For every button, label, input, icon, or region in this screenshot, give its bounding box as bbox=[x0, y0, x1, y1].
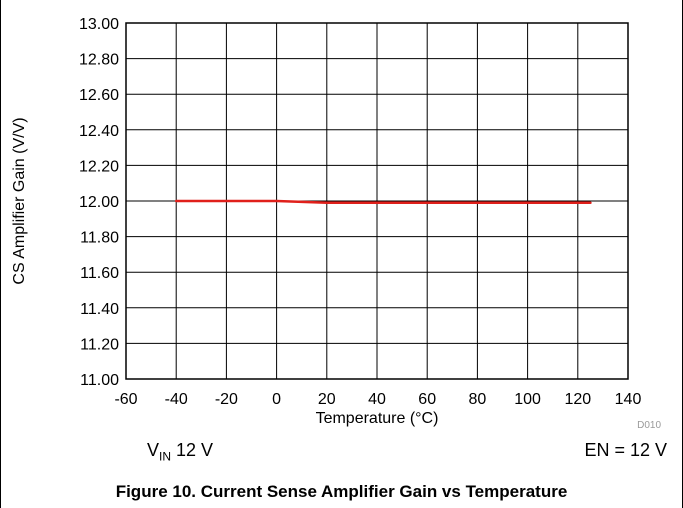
document-code: D010 bbox=[637, 420, 661, 431]
figure-caption: Figure 10. Current Sense Amplifier Gain … bbox=[115, 482, 568, 501]
x-tick-label: 0 bbox=[272, 391, 281, 408]
x-tick-label: -20 bbox=[215, 391, 238, 408]
series-line bbox=[174, 199, 592, 205]
x-tick-label: 140 bbox=[615, 391, 642, 408]
vin-symbol: V bbox=[147, 440, 160, 460]
x-tick-label: 80 bbox=[469, 391, 487, 408]
y-tick-label: 11.60 bbox=[80, 265, 119, 282]
x-tick-label: 20 bbox=[318, 391, 336, 408]
y-tick-label: 12.80 bbox=[79, 52, 119, 69]
y-tick-label: 11.40 bbox=[80, 301, 119, 318]
vin-condition: VIN 12 V bbox=[147, 440, 213, 464]
x-tick-label: 40 bbox=[368, 391, 386, 408]
vin-value: 12 V bbox=[171, 440, 214, 460]
y-tick-label: 12.40 bbox=[79, 123, 119, 140]
x-axis-label: Temperature (°C) bbox=[316, 410, 439, 427]
x-tick-label: 100 bbox=[514, 391, 541, 408]
x-tick-label: -40 bbox=[165, 391, 188, 408]
x-tick-label: 120 bbox=[564, 391, 591, 408]
vin-subscript: IN bbox=[159, 449, 172, 464]
x-tick-label: -60 bbox=[114, 391, 137, 408]
y-tick-label: 11.20 bbox=[80, 336, 119, 353]
x-tick-label: 60 bbox=[418, 391, 436, 408]
y-tick-label: 12.60 bbox=[79, 87, 119, 104]
y-tick-label: 12.20 bbox=[79, 158, 119, 175]
en-condition: EN = 12 V bbox=[584, 440, 667, 460]
y-tick-label: 11.80 bbox=[80, 230, 119, 247]
y-tick-label: 13.00 bbox=[79, 16, 119, 33]
y-axis-label: CS Amplifier Gain (V/V) bbox=[11, 117, 28, 284]
y-tick-label: 12.00 bbox=[79, 194, 119, 211]
y-tick-label: 11.00 bbox=[80, 372, 119, 389]
plot-area-border bbox=[125, 22, 629, 380]
